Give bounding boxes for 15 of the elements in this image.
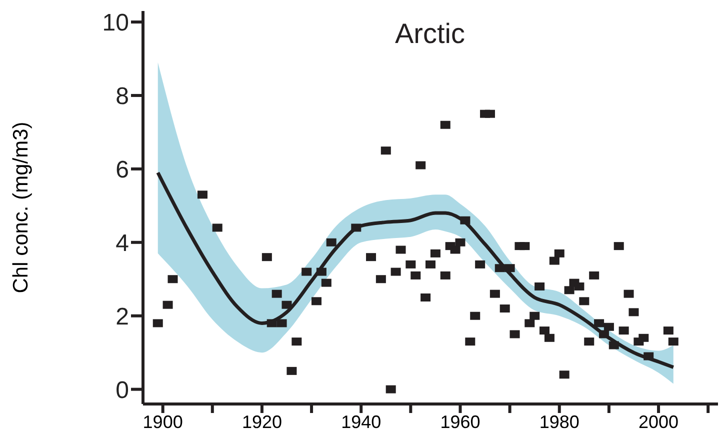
x-tick-label: 1980 bbox=[539, 412, 580, 432]
x-tick-label: 1960 bbox=[440, 412, 480, 432]
y-tick-label: 4 bbox=[116, 230, 129, 257]
y-tick-label: 6 bbox=[116, 156, 129, 184]
x-tick-label: 2000 bbox=[638, 412, 679, 432]
line-series bbox=[156, 170, 676, 370]
y-tick-label: 0 bbox=[116, 376, 129, 404]
x-tick-label: 1940 bbox=[341, 412, 382, 432]
y-tick-label: 10 bbox=[102, 10, 129, 37]
y-tick-label: 8 bbox=[116, 82, 129, 110]
x-tick-label: 1920 bbox=[242, 412, 282, 432]
x-tick-label: 1900 bbox=[142, 412, 183, 432]
y-tick-label: 2 bbox=[116, 303, 129, 330]
y-axis-title: Chl conc. (mg/m3) bbox=[9, 122, 32, 294]
chart-title: Arctic bbox=[394, 18, 466, 50]
